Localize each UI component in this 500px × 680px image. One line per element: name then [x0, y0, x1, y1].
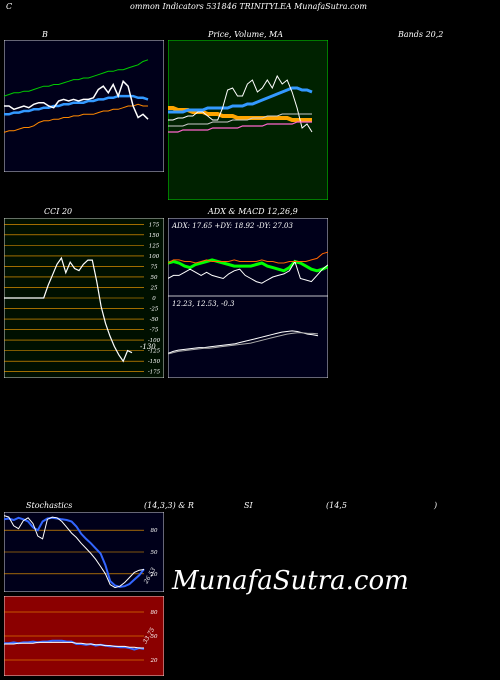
bollinger-series-1 [4, 94, 149, 116]
cci-level-label: -175 [148, 370, 161, 376]
header-title: ommon Indicators 531846 TRINITYLEA Munaf… [130, 2, 367, 11]
macd-series-macd [168, 330, 319, 354]
cci-level-label: -150 [148, 359, 161, 365]
cci-title: CCI 20 [44, 207, 73, 216]
rsi-params: (14,5 [326, 501, 347, 510]
cci-level-label: -50 [150, 317, 159, 323]
cci-level-label: 50 [151, 275, 158, 281]
header-c: C [6, 2, 13, 11]
rsi-level-label: 20 [150, 658, 158, 664]
stochastics-series-1 [4, 515, 145, 589]
bollinger-bg [4, 40, 164, 172]
stoch-level-label: 20 [150, 572, 158, 578]
adx-bg [168, 218, 328, 378]
cci-level-label: 125 [149, 243, 160, 249]
price-panel [168, 40, 328, 200]
price-series-4 [168, 113, 312, 127]
cci-level-label: 175 [149, 222, 160, 228]
cci-level-label: -100 [148, 338, 161, 344]
rsi-series-1 [4, 641, 144, 649]
bollinger-series-3 [4, 79, 149, 120]
cci-last-value: -130 [140, 343, 156, 351]
bollinger-panel [4, 40, 164, 172]
stoch-level-label: 50 [151, 550, 158, 556]
stoch-title: Stochastics [26, 501, 73, 510]
macd-values: 12.23, 12.53, -0.3 [172, 300, 235, 308]
price-title: Price, Volume, MA [208, 30, 284, 39]
cci-level-label: -75 [150, 328, 159, 334]
stoch-params: (14,3,3) & R [144, 501, 194, 510]
adx-values: ADX: 17.65 +DY: 18.92 -DY: 27.03 [171, 222, 293, 230]
rsi-level-label: 50 [151, 634, 158, 640]
cci-panel: 175 150 125 100 75 50 25 0 -25 -50 -75 -100 -125 -150… [4, 218, 164, 378]
watermark: MunafaSutra.com [172, 566, 409, 596]
stoch-level-label: 80 [151, 528, 158, 534]
cci-level-label: 25 [150, 285, 158, 291]
price-series-0 [168, 106, 312, 122]
adx-title: ADX & MACD 12,26,9 [208, 207, 298, 216]
cci-line [4, 256, 133, 363]
adx-series-di [168, 251, 328, 264]
bollinger-title: B [42, 30, 48, 39]
price-series-3 [168, 121, 312, 133]
price-series-1 [168, 86, 313, 114]
cci-level-label: -125 [148, 349, 161, 355]
bollinger-series-0 [4, 59, 149, 97]
cci-level-label: 0 [152, 296, 156, 302]
cci-level-label: 100 [149, 254, 160, 260]
bollinger-series-2 [4, 103, 148, 133]
rsi-title: SI [244, 501, 253, 510]
bands-title: Bands 20,2 [398, 30, 444, 39]
stochastics-series-0 [4, 516, 145, 588]
adx-series-di [168, 260, 328, 284]
rsi-level-label: 80 [151, 610, 158, 616]
adx-series-adx [168, 258, 328, 273]
adx-panel: ADX: 17.65 +DY: 18.92 -DY: 27.03 12.23, … [168, 218, 328, 378]
cci-level-label: 75 [151, 264, 158, 270]
cci-level-label: -25 [150, 307, 159, 313]
price-series-2 [168, 74, 313, 133]
macd-series-signal [168, 332, 319, 355]
rsi-close-paren: ) [434, 501, 438, 510]
cci-level-label: 150 [149, 233, 160, 239]
